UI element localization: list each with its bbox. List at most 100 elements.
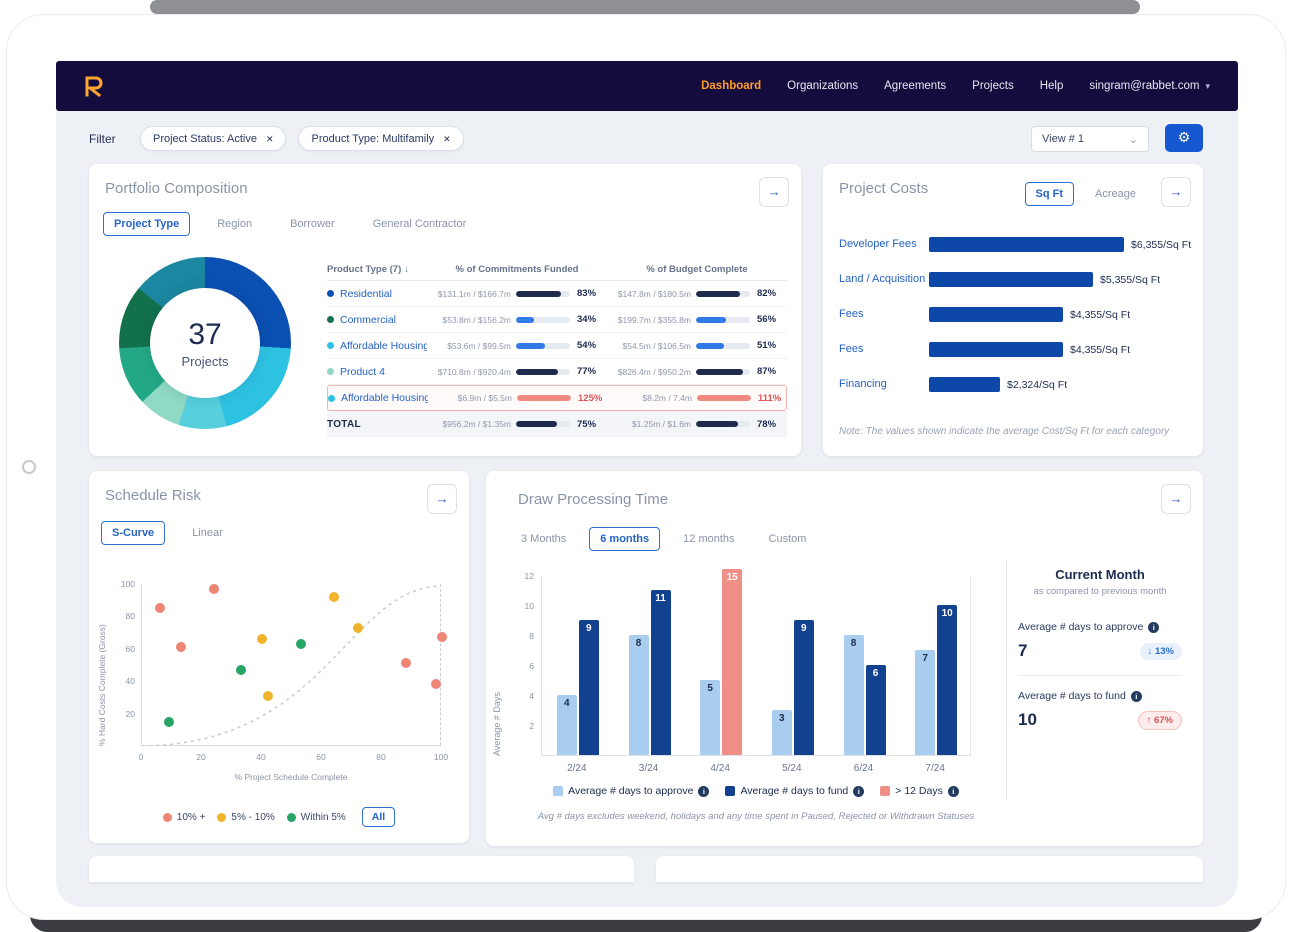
product-cell: Affordable Housing (327, 340, 427, 352)
schedule-risk-tabs: S-Curve Linear (101, 521, 234, 545)
product-type-link[interactable]: Product 4 (340, 365, 385, 378)
scatter-point[interactable] (401, 658, 411, 669)
filter-chip[interactable]: Product Type: Multifamily (298, 126, 464, 151)
approve-bar[interactable]: 3 (771, 710, 792, 755)
x-tick-label: 100 (433, 752, 449, 762)
scatter-point[interactable] (437, 632, 447, 643)
fund-bar[interactable]: 10 (937, 605, 958, 755)
scatter-point[interactable] (257, 634, 267, 645)
table-row[interactable]: Commercial $53.8m / $156.2m 34% $199.7m / $… (327, 307, 787, 333)
table-row[interactable]: Residential $131.1m / $166.7m 83% $147.8m /… (327, 281, 787, 307)
approve-bar[interactable]: 4 (556, 695, 577, 755)
scatter-point[interactable] (176, 642, 186, 653)
expand-button[interactable] (1161, 177, 1191, 207)
overdue-bar[interactable]: 15 (722, 569, 743, 755)
cost-bar[interactable] (929, 272, 1093, 287)
rabbet-logo[interactable] (80, 73, 106, 99)
table-row[interactable]: Affordable Housing $6.9m / $5.5m 125% $8.2m… (327, 385, 787, 411)
expand-button[interactable] (1161, 484, 1191, 514)
metric-value-row: 7 ↓ 13% (1018, 641, 1182, 661)
cost-category-link[interactable]: Fees (839, 343, 864, 355)
info-icon[interactable] (698, 785, 710, 797)
all-button[interactable]: All (361, 807, 396, 827)
cost-category-link[interactable]: Land / Acquisition (839, 273, 926, 285)
info-icon[interactable] (1148, 621, 1160, 633)
legend-swatch (725, 786, 736, 796)
current-month-title: Current Month (1055, 567, 1145, 582)
scatter-point[interactable] (155, 603, 165, 614)
cost-bar[interactable] (929, 237, 1124, 252)
scatter-point[interactable] (236, 664, 246, 675)
product-type-link[interactable]: Affordable Housing (341, 392, 428, 404)
settings-button[interactable] (1165, 124, 1203, 152)
bar-value: 9 (801, 623, 807, 634)
approve-bar[interactable]: 8 (628, 635, 649, 755)
approve-bar[interactable]: 8 (843, 635, 864, 755)
nav-item-organizations[interactable]: Organizations (787, 80, 859, 92)
scatter-point[interactable] (329, 591, 339, 602)
fund-bar[interactable]: 9 (793, 620, 814, 755)
tab-custom[interactable]: Custom (768, 533, 807, 545)
view-select[interactable]: View # 1 (1031, 126, 1149, 152)
fund-bar[interactable]: 9 (578, 620, 599, 755)
tab-s-curve[interactable]: S-Curve (101, 521, 166, 545)
table-row[interactable]: Affordable Housing $53.6m / $99.5m 54% $54.… (327, 333, 787, 359)
nav-item-dashboard[interactable]: Dashboard (701, 80, 762, 92)
tab-borrower[interactable]: Borrower (290, 218, 335, 230)
cost-category-link[interactable]: Developer Fees (839, 238, 917, 250)
info-icon[interactable] (853, 785, 865, 797)
tab-region[interactable]: Region (217, 218, 253, 230)
sort-product-type[interactable]: Product Type (7) (327, 264, 427, 275)
product-type-link[interactable]: Commercial (340, 313, 397, 326)
expand-button[interactable] (427, 484, 457, 514)
approve-bar[interactable]: 7 (915, 650, 936, 755)
approve-bar[interactable]: 5 (700, 680, 721, 755)
tab-3-months[interactable]: 3 Months (521, 533, 567, 545)
close-icon[interactable] (443, 133, 451, 145)
funded-amount: $956.2m / $1.35m (442, 419, 511, 429)
cost-category-link[interactable]: Financing (839, 378, 887, 390)
nav-item-agreements[interactable]: Agreements (884, 80, 947, 92)
funded-percent: 77% (577, 366, 597, 377)
current-month-subtitle: as compared to previous month (1033, 586, 1167, 597)
product-type-link[interactable]: Residential (340, 287, 392, 300)
scatter-point[interactable] (353, 622, 363, 633)
scatter-point[interactable] (263, 690, 273, 701)
fund-bar[interactable]: 11 (650, 590, 671, 755)
toggle-sq-ft[interactable]: Sq Ft (1024, 182, 1075, 206)
funded-amount: $131.1m / $166.7m (437, 288, 511, 299)
fund-bar[interactable]: 6 (865, 665, 886, 755)
legend-item: Within 5% (286, 812, 346, 823)
scatter-point[interactable] (431, 679, 441, 690)
tab-project-type[interactable]: Project Type (103, 212, 191, 236)
close-icon[interactable] (266, 133, 274, 145)
table-header: Product Type (7) % of Commitments Funded… (327, 264, 787, 281)
tab-linear[interactable]: Linear (192, 527, 223, 539)
info-icon[interactable] (947, 785, 959, 797)
toggle-acreage[interactable]: Acreage (1095, 188, 1136, 200)
scatter-point[interactable] (296, 638, 306, 649)
expand-button[interactable] (759, 177, 789, 207)
budget-amount: $147.8m / $180.5m (617, 288, 691, 299)
scatter-point[interactable] (209, 583, 219, 594)
funded-amount: $710.8m / $920.4m (437, 366, 511, 377)
filter-chip-label: Product Type: Multifamily (311, 132, 435, 145)
tab-12-months[interactable]: 12 months (683, 533, 735, 545)
scatter-point[interactable] (164, 716, 174, 727)
nav-item-projects[interactable]: Projects (972, 80, 1014, 92)
filter-chip[interactable]: Project Status: Active (140, 126, 287, 151)
cost-category-link[interactable]: Fees (839, 308, 864, 320)
info-icon[interactable] (1130, 690, 1142, 702)
tab-6-months[interactable]: 6 months (589, 527, 661, 551)
nav-item-help[interactable]: Help (1039, 80, 1064, 92)
user-menu[interactable]: singram@rabbet.com (1089, 80, 1210, 92)
cost-bar[interactable] (929, 342, 1063, 357)
product-type-link[interactable]: Affordable Housing (340, 339, 427, 352)
cost-bar[interactable] (929, 307, 1063, 322)
cost-bar[interactable] (929, 377, 1000, 392)
scatter-plot[interactable] (141, 583, 447, 746)
budget-bar (696, 316, 750, 323)
chevron-down-icon (1205, 80, 1210, 92)
tab-general-contractor[interactable]: General Contractor (372, 218, 467, 230)
table-row[interactable]: Product 4 $710.8m / $920.4m 77% $826.4m / $… (327, 359, 787, 385)
